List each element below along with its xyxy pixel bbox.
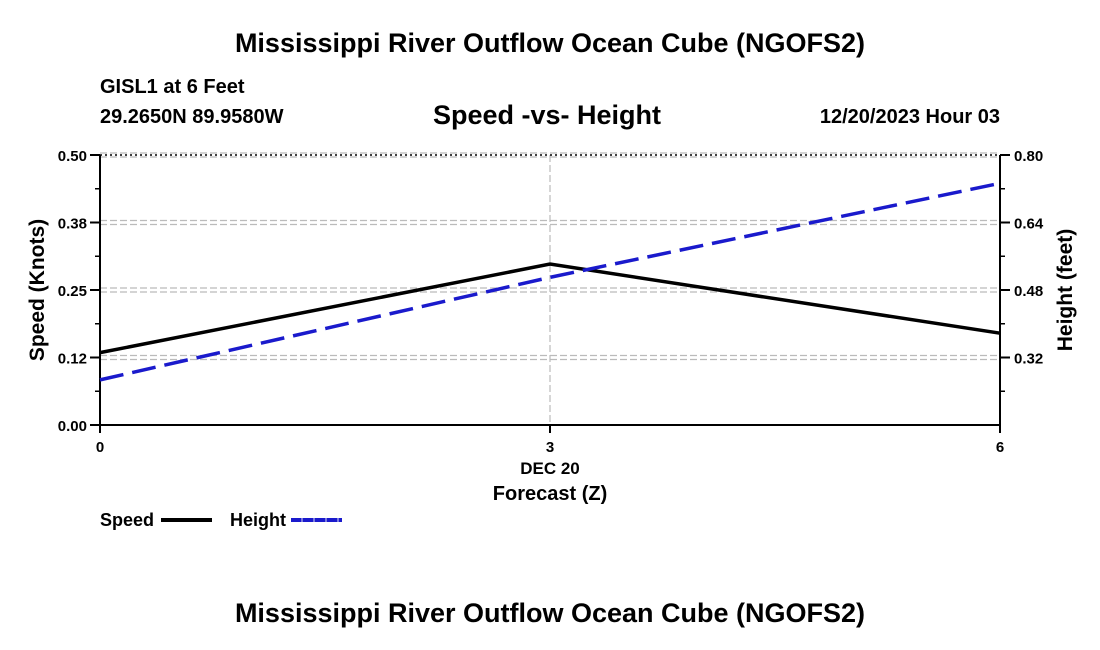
x-tick-label: 3 xyxy=(546,439,554,456)
y2-tick-label: 0.48 xyxy=(1014,283,1043,300)
x-axis-label: Forecast (Z) xyxy=(493,483,607,505)
x-tick-label: 0 xyxy=(96,439,104,456)
station-coordinates: 29.2650N 89.9580W xyxy=(100,106,284,128)
y-tick-label: 0.12 xyxy=(58,351,87,368)
x-date-label: DEC 20 xyxy=(520,459,580,478)
legend-height-label: Height xyxy=(230,510,286,530)
x-tick-label: 6 xyxy=(996,439,1004,456)
bottom-chart-title: Mississippi River Outflow Ocean Cube (NG… xyxy=(234,598,866,628)
legend-speed-label: Speed xyxy=(100,510,155,530)
y-tick-label: 0.50 xyxy=(58,148,87,165)
series-line-speed xyxy=(99,262,1001,355)
forecast-datetime: 12/20/2023 Hour 03 xyxy=(819,106,1000,128)
legend-height-swatch xyxy=(291,518,342,522)
y2-tick-label: 0.64 xyxy=(1014,216,1044,233)
legend-speed-swatch xyxy=(161,518,212,522)
y-tick-label: 0.25 xyxy=(58,283,87,300)
y-tick-label: 0.00 xyxy=(58,418,87,435)
chart-title: Mississippi River Outflow Ocean Cube (NG… xyxy=(234,28,866,58)
y2-tick-label: 0.32 xyxy=(1014,351,1043,368)
station-name: GISL1 at 6 Feet xyxy=(100,76,245,98)
y2-axis-label: Height (feet) xyxy=(1054,229,1077,352)
y2-tick-label: 0.80 xyxy=(1014,148,1043,165)
y-tick-label: 0.38 xyxy=(58,216,87,233)
y-axis-label: Speed (Knots) xyxy=(26,219,49,361)
chart-subtitle: Speed -vs- Height xyxy=(433,100,662,130)
series-line-height xyxy=(99,181,1001,382)
